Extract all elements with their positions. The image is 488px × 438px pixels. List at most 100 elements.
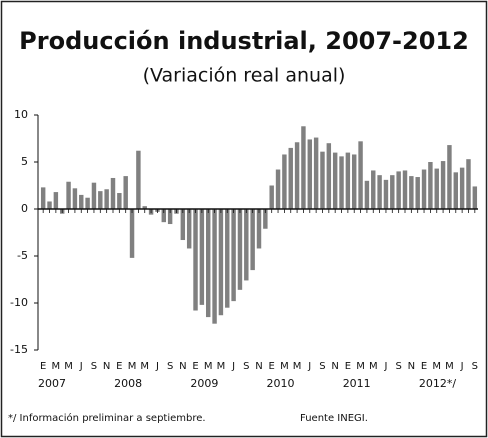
x-tick-label: M <box>369 361 378 372</box>
x-tick-label: N <box>103 361 110 372</box>
x-tick-label: N <box>255 361 262 372</box>
bar <box>332 152 338 209</box>
bar <box>434 168 439 209</box>
x-tick-label: M <box>293 361 302 372</box>
bar <box>466 159 471 209</box>
bar <box>129 209 135 258</box>
bar <box>218 209 224 316</box>
bar <box>250 209 255 271</box>
year-label: 2007 <box>38 377 66 390</box>
x-tick-label: E <box>40 361 46 372</box>
bar <box>307 139 313 209</box>
bar <box>326 143 332 209</box>
bar <box>282 154 287 209</box>
x-tick-label: N <box>331 361 338 372</box>
x-tick-label: S <box>472 361 478 372</box>
bar <box>409 176 414 209</box>
footnote: */ Información preliminar a septiembre. <box>8 412 206 424</box>
bar <box>85 197 90 209</box>
bar <box>66 181 71 209</box>
bar <box>231 209 236 302</box>
x-tick-label: E <box>269 361 275 372</box>
bar <box>98 191 103 209</box>
y-tick-label: -5 <box>17 249 28 262</box>
y-tick-label: 5 <box>21 155 28 168</box>
bar <box>453 172 459 209</box>
bar <box>294 142 300 209</box>
x-tick-label: S <box>319 361 325 372</box>
x-tick-label: S <box>243 361 249 372</box>
x-tick-label: E <box>192 361 198 372</box>
bar <box>244 209 249 281</box>
bar <box>320 151 325 209</box>
bar <box>440 161 446 209</box>
x-tick-label: E <box>421 361 427 372</box>
bar <box>237 209 243 290</box>
bar <box>72 188 78 209</box>
year-label: 2010 <box>267 377 295 390</box>
bar <box>53 192 59 209</box>
bar <box>180 209 186 241</box>
chart-title: Producción industrial, 2007-2012 <box>19 27 469 55</box>
bar <box>186 209 192 249</box>
bar <box>123 176 128 209</box>
bar <box>459 167 465 209</box>
bar <box>199 209 205 305</box>
bar <box>40 187 46 209</box>
x-tick-label: J <box>79 361 83 372</box>
bar <box>402 170 408 209</box>
bar <box>91 182 97 209</box>
y-tick-label: -15 <box>10 343 28 356</box>
bar <box>136 150 141 209</box>
year-label: 2012*/ <box>419 377 456 390</box>
bar <box>79 194 84 209</box>
year-label: 2011 <box>343 377 371 390</box>
y-tick-label: -10 <box>10 296 28 309</box>
year-label: 2009 <box>190 377 218 390</box>
bar <box>301 126 306 209</box>
x-tick-label: S <box>167 361 173 372</box>
bar <box>472 186 478 209</box>
bar <box>396 171 401 209</box>
bar <box>345 152 351 209</box>
bar <box>358 141 363 209</box>
bar <box>364 180 370 209</box>
y-tick-label: 0 <box>21 202 28 215</box>
bar <box>167 209 173 225</box>
bar <box>351 154 357 209</box>
bar <box>47 201 52 209</box>
source: Fuente INEGI. <box>300 413 368 424</box>
bar <box>415 177 420 209</box>
x-tick-label: J <box>155 361 159 372</box>
bar <box>288 147 293 209</box>
bar <box>275 169 281 209</box>
bar <box>390 175 395 209</box>
x-tick-label: M <box>356 361 365 372</box>
x-tick-label: M <box>140 361 149 372</box>
x-tick-label: M <box>280 361 289 372</box>
bar <box>428 162 433 209</box>
bar <box>313 137 319 209</box>
x-tick-label: M <box>432 361 441 372</box>
year-label: 2008 <box>114 377 142 390</box>
bar <box>161 209 167 223</box>
bar <box>142 206 147 209</box>
bar <box>205 209 211 318</box>
x-tick-label: E <box>345 361 351 372</box>
bar <box>421 169 427 209</box>
x-tick-label: J <box>383 361 387 372</box>
bar <box>377 175 382 209</box>
x-tick-label: M <box>64 361 73 372</box>
x-tick-label: J <box>460 361 464 372</box>
bar <box>269 185 274 209</box>
x-tick-label: J <box>307 361 311 372</box>
bar <box>383 179 389 209</box>
x-tick-label: S <box>395 361 401 372</box>
x-tick-label: M <box>52 361 61 372</box>
bar <box>447 145 452 209</box>
y-tick-label: 10 <box>14 108 28 121</box>
bar <box>371 170 376 209</box>
x-tick-label: M <box>217 361 226 372</box>
